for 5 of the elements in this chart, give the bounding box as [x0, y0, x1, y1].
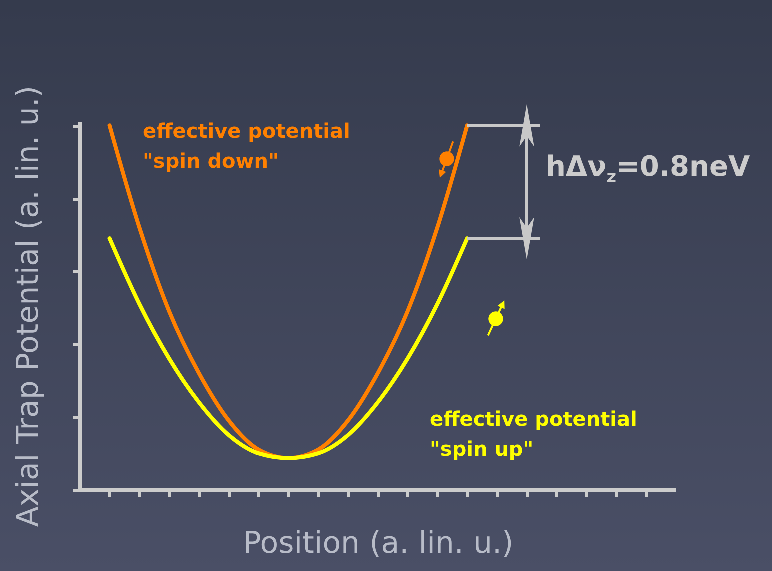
- annotation: hΔν$_{z}$=0.8neV: [546, 150, 750, 187]
- series-label: effective potential "spin down": [143, 119, 350, 173]
- text: effective potential "spin up": [430, 407, 638, 461]
- x-axis-title: Position (a. lin. u.): [243, 526, 514, 561]
- y-axis-title: Axial Trap Potential (a. lin. u.): [11, 86, 46, 528]
